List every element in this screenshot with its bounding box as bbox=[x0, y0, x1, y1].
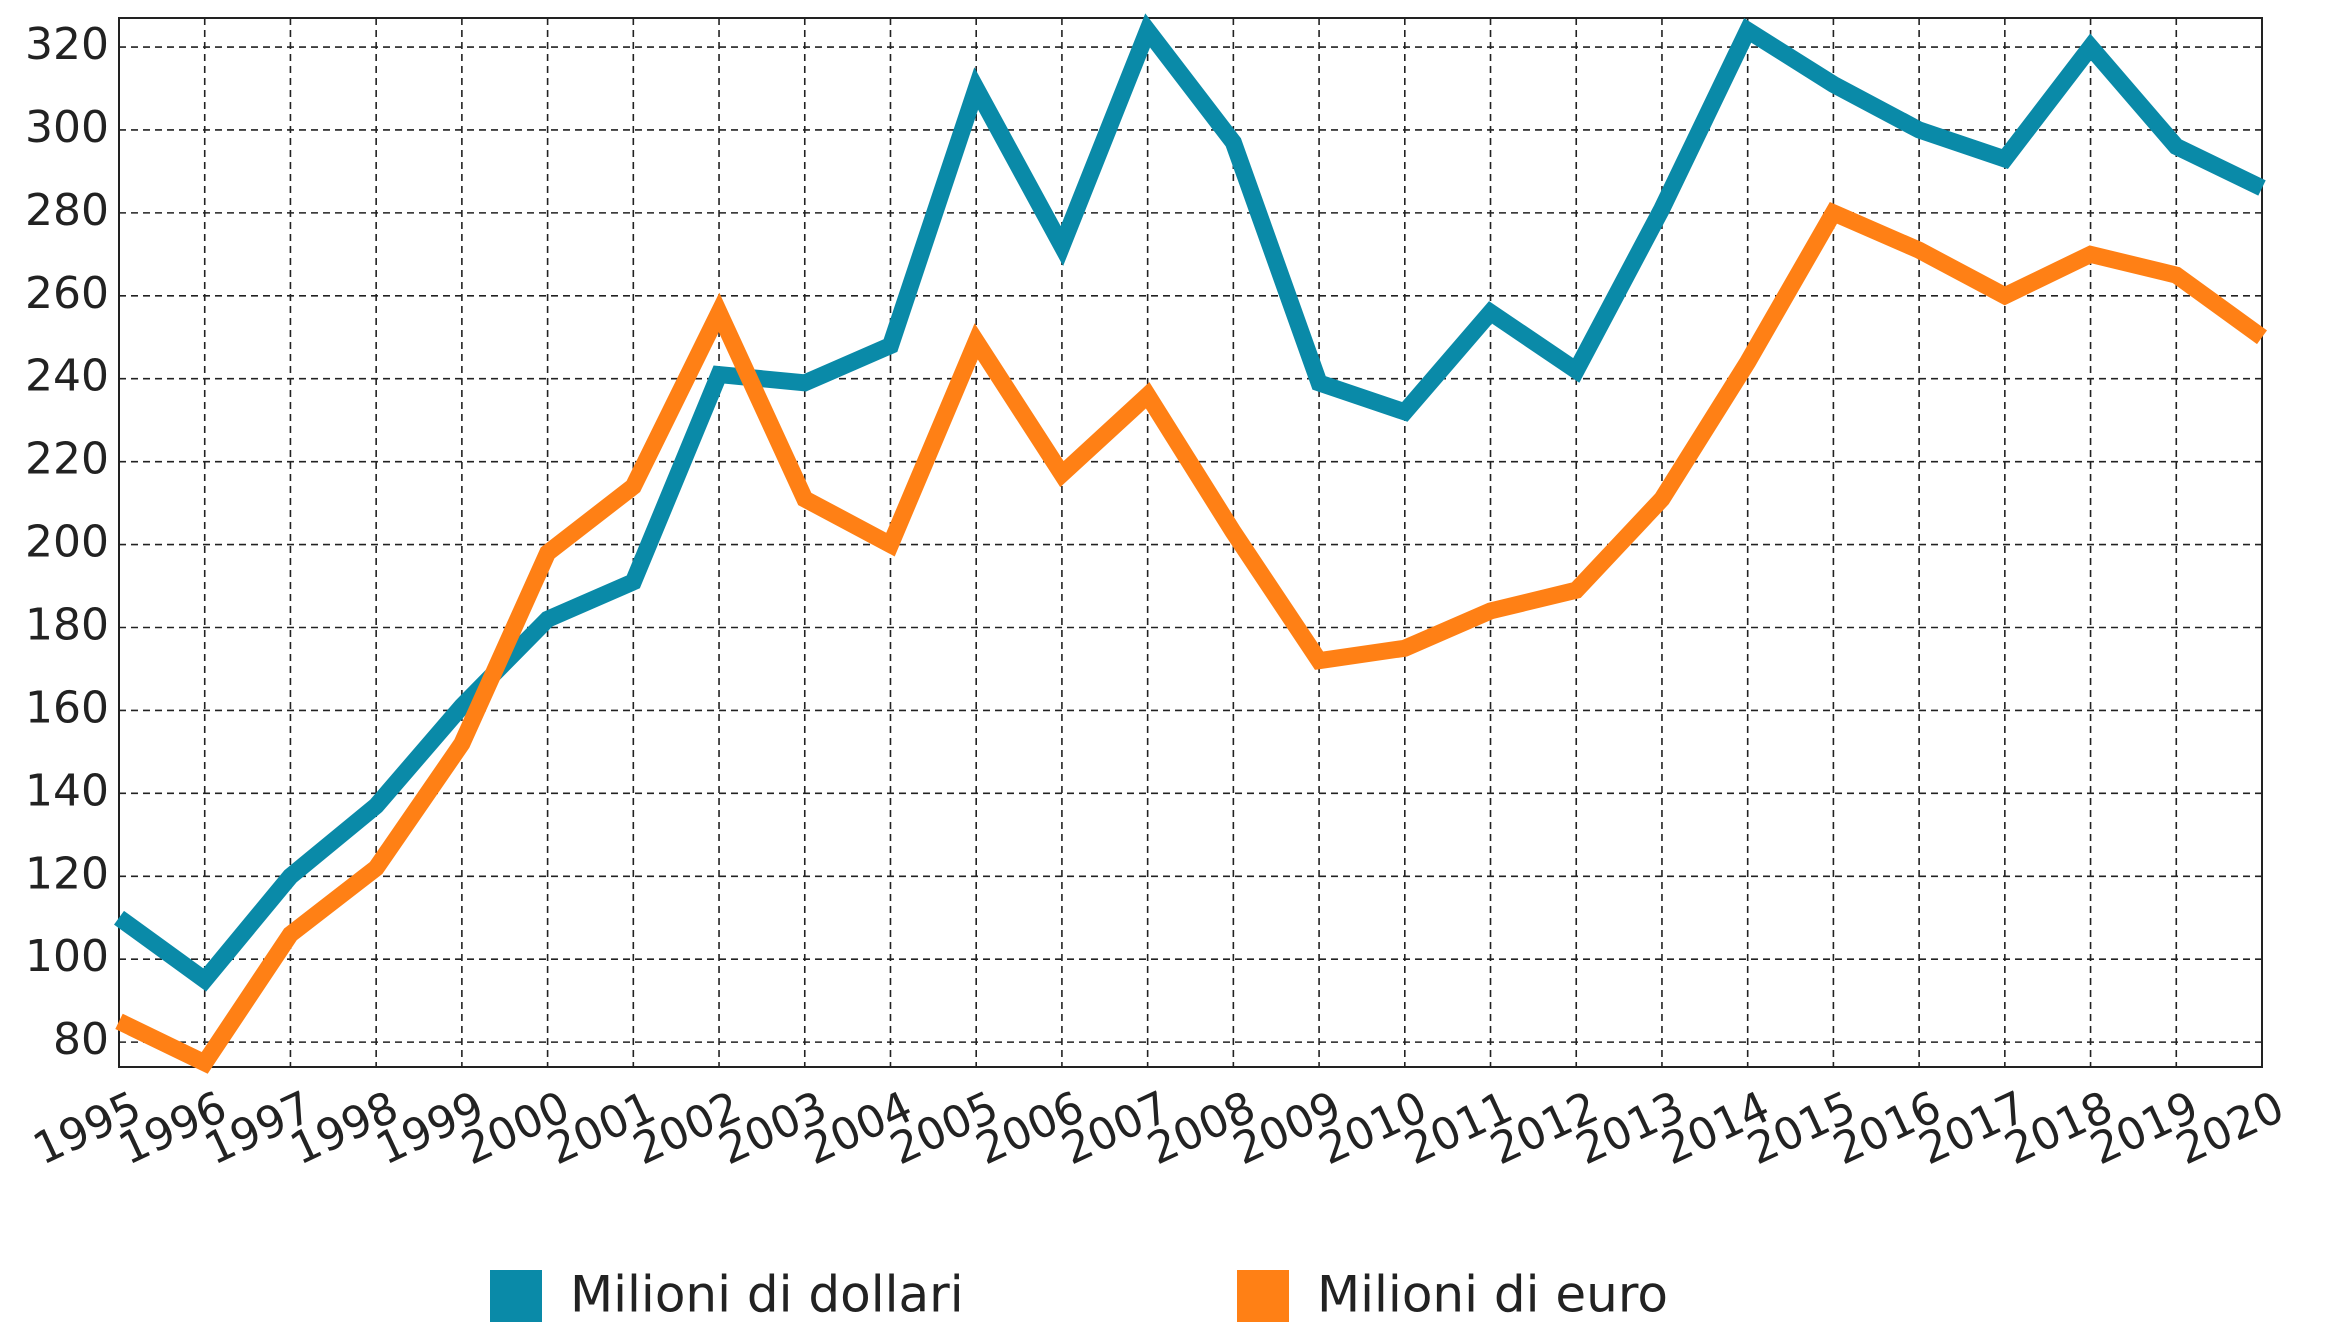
plot-frame bbox=[118, 17, 2263, 1068]
y-tick-label: 100 bbox=[25, 931, 109, 982]
series-line bbox=[115, 202, 2267, 1074]
y-tick-label: 280 bbox=[25, 185, 109, 236]
y-tick-label: 220 bbox=[25, 434, 109, 485]
y-tick-label: 80 bbox=[53, 1014, 109, 1065]
y-tick-label: 300 bbox=[25, 102, 109, 153]
legend-label: Milioni di euro bbox=[1317, 1266, 1668, 1323]
y-tick-label: 180 bbox=[25, 599, 109, 650]
y-tick-label: 140 bbox=[25, 765, 109, 816]
y-tick-label: 120 bbox=[25, 848, 109, 899]
legend-label: Milioni di dollari bbox=[570, 1266, 964, 1323]
y-tick-label: 320 bbox=[25, 19, 109, 70]
legend-swatch bbox=[1237, 1270, 1289, 1322]
y-tick-label: 260 bbox=[25, 268, 109, 319]
legend-swatch bbox=[490, 1270, 542, 1322]
series-line bbox=[114, 13, 2266, 992]
y-tick-label: 240 bbox=[25, 351, 109, 402]
y-tick-label: 160 bbox=[25, 682, 109, 733]
y-tick-label: 200 bbox=[25, 517, 109, 568]
